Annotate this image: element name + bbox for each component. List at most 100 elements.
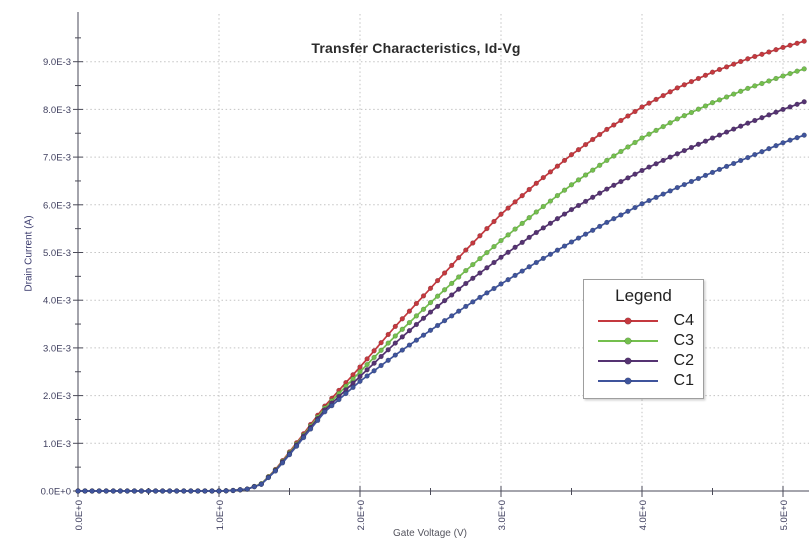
data-point-marker [279,460,286,466]
data-point-marker [766,146,772,152]
data-point-marker [427,299,434,306]
data-point-marker [315,417,321,424]
x-tick-label: 3.0E+0 [497,500,508,530]
data-point-marker [561,187,568,193]
data-point-marker [533,209,539,215]
data-point-marker [420,293,427,299]
data-point-marker [568,182,575,188]
data-point-marker [667,120,673,126]
data-point-marker [329,403,335,409]
data-point-marker [738,88,744,94]
data-point-marker [540,255,546,262]
data-point-marker [399,326,405,332]
data-point-marker [96,488,102,494]
data-point-marker [653,127,659,134]
data-point-marker [575,177,582,183]
data-point-marker [456,308,462,314]
data-point-marker [695,75,702,82]
y-tick-label: 4.0E-3 [43,296,71,307]
data-point-marker [251,484,257,490]
data-point-marker [695,106,702,112]
data-point-marker [364,356,370,362]
legend-line-sample-icon [598,377,658,385]
data-point-marker [505,232,511,238]
data-point-marker [498,237,504,244]
data-point-marker [554,192,561,199]
data-point-marker [434,277,441,284]
data-point-marker [632,204,638,211]
data-point-marker [575,202,582,209]
data-point-marker [491,259,497,266]
data-point-marker [787,137,793,143]
data-point-marker [427,327,434,333]
data-point-marker [413,337,420,343]
data-point-marker [716,66,723,73]
legend-rows: C4 C3 C2 C1 [584,311,703,391]
data-point-marker [519,220,525,227]
legend-item-c3: C3 [584,331,703,351]
data-point-marker [773,75,779,82]
data-point-marker [618,212,624,218]
data-point-marker [547,198,554,204]
data-point-marker [420,315,427,321]
data-point-marker [716,166,723,173]
y-tick-label: 9.0E-3 [43,57,71,68]
gridlines [78,14,809,491]
data-point-marker [371,348,377,354]
legend-label: C4 [673,312,694,329]
data-point-marker [449,313,455,319]
data-point-marker [660,157,666,164]
data-point-marker [674,85,680,91]
data-point-marker [470,261,476,268]
data-point-marker [145,488,152,494]
data-point-marker [399,347,405,353]
data-point-marker [695,175,702,182]
data-point-marker [420,306,427,312]
data-point-marker [449,262,455,269]
data-point-marker [554,163,561,169]
data-point-marker [364,361,370,368]
data-point-marker [639,135,645,141]
data-point-marker [688,109,695,116]
data-point-marker [745,120,751,126]
data-point-marker [794,68,800,74]
data-point-marker [378,362,384,369]
data-point-marker [639,201,645,207]
data-point-marker [456,255,462,261]
data-point-marker [639,167,645,174]
data-point-marker [371,368,377,374]
x-tick-label: 1.0E+0 [215,500,226,530]
data-point-marker [512,244,518,250]
data-point-marker [625,144,631,150]
data-point-marker [780,140,786,146]
data-point-marker [604,157,610,164]
data-point-marker [209,488,215,494]
data-point-marker [434,303,441,310]
series-line-c4 [78,40,805,492]
data-point-marker [604,126,610,133]
data-point-marker [244,486,250,492]
data-point-marker [646,131,652,137]
data-point-marker [505,277,511,283]
data-point-marker [505,205,511,211]
data-point-marker [611,153,617,159]
data-point-marker [477,270,483,276]
data-point-marker [484,249,490,256]
x-axis-title: Gate Voltage (V) [393,528,467,539]
data-point-marker [526,234,532,241]
data-point-marker [709,69,716,75]
data-point-marker [441,270,448,276]
data-point-marker [413,313,420,319]
data-point-marker [568,239,575,245]
data-point-marker [561,211,568,217]
data-point-marker [653,161,659,167]
data-point-marker [364,373,370,379]
data-point-marker [385,347,391,353]
data-point-marker [477,233,483,239]
data-point-marker [695,141,702,147]
data-point-marker [441,318,448,324]
data-point-marker [752,83,758,89]
legend-marker [624,357,632,365]
